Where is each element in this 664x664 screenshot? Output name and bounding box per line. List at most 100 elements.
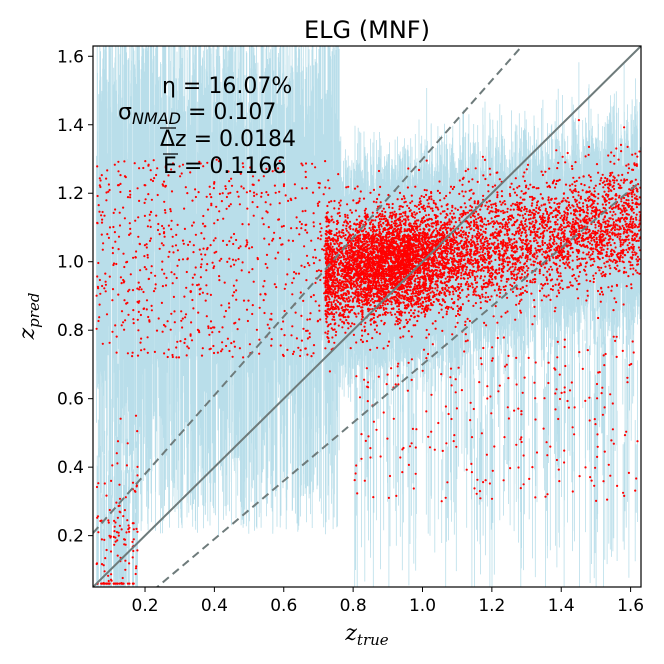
scatter-point <box>573 226 576 230</box>
scatter-point <box>557 232 560 235</box>
scatter-point <box>543 229 546 232</box>
scatter-point <box>537 249 540 252</box>
scatter-point <box>496 239 499 242</box>
scatter-point <box>432 300 435 304</box>
scatter-point <box>474 279 477 282</box>
scatter-point <box>529 213 532 216</box>
scatter-point <box>478 232 481 235</box>
scatter-point <box>468 319 471 323</box>
scatter-point <box>535 239 538 242</box>
scatter-point <box>566 196 569 200</box>
scatter-point <box>346 237 349 240</box>
scatter-point <box>459 277 463 280</box>
scatter-point <box>551 285 555 288</box>
scatter-point <box>619 241 622 244</box>
scatter-point <box>385 203 389 206</box>
scatter-point <box>483 275 486 278</box>
scatter-point <box>435 227 438 230</box>
chart-title: ELG (MNF) <box>304 16 430 44</box>
scatter-point <box>627 226 631 229</box>
scatter-point <box>592 280 595 284</box>
scatter-point <box>491 268 494 271</box>
scatter-point <box>450 272 453 275</box>
scatter-point <box>558 202 561 205</box>
scatter-point <box>560 248 563 251</box>
scatter-point <box>506 269 509 272</box>
scatter-point <box>452 227 455 230</box>
scatter-point <box>603 180 606 183</box>
scatter-point <box>390 217 393 220</box>
scatter-point <box>464 236 467 239</box>
scatter-point <box>467 283 470 286</box>
scatter-point <box>596 255 599 258</box>
scatter-point <box>507 218 510 221</box>
scatter-point <box>495 283 499 286</box>
scatter-point <box>340 236 343 239</box>
scatter-point <box>329 293 332 296</box>
scatter-point <box>636 190 639 193</box>
scatter-point <box>636 271 639 274</box>
scatter-point <box>476 234 479 237</box>
scatter-point <box>546 221 550 224</box>
scatter-point <box>625 178 629 181</box>
scatter-point <box>546 270 549 273</box>
scatter-point <box>512 188 515 191</box>
scatter-point <box>428 205 431 208</box>
scatter-point <box>545 276 548 279</box>
scatter-point <box>500 203 503 206</box>
scatter-point <box>524 235 528 238</box>
scatter-point <box>439 199 442 202</box>
scatter-point <box>616 228 619 231</box>
scatter-point <box>434 268 437 272</box>
scatter-point <box>627 163 630 166</box>
scatter-point <box>451 216 454 219</box>
scatter-point <box>511 247 514 250</box>
scatter-point <box>577 251 580 255</box>
scatter-point <box>449 240 452 243</box>
scatter-point <box>459 296 462 299</box>
scatter-point <box>488 278 491 281</box>
scatter-point <box>507 215 510 218</box>
scatter-point <box>483 158 487 161</box>
scatter-point <box>476 240 479 243</box>
scatter-point <box>577 119 581 122</box>
scatter-point <box>345 239 348 242</box>
scatter-point <box>530 204 533 207</box>
scatter-point <box>576 265 579 268</box>
scatter-point <box>531 281 534 284</box>
scatter-point <box>633 193 636 196</box>
scatter-point <box>556 270 559 274</box>
scatter-point <box>548 231 552 234</box>
scatter-point <box>499 291 502 294</box>
scatter-point <box>520 292 523 295</box>
scatter-point <box>443 246 446 250</box>
scatter-point <box>529 183 532 186</box>
scatter-point <box>578 230 581 233</box>
scatter-point <box>333 199 336 203</box>
scatter-point <box>419 228 422 231</box>
scatter-point <box>331 312 334 316</box>
scatter-point <box>522 192 525 195</box>
scatter-point <box>496 272 499 275</box>
scatter-point <box>631 234 634 238</box>
scatter-point <box>359 190 362 193</box>
scatter-point <box>346 203 349 206</box>
scatter-point <box>617 174 620 177</box>
scatter-point <box>606 219 609 222</box>
scatter-point <box>508 260 511 263</box>
scatter-point <box>441 282 444 285</box>
scatter-point <box>473 223 476 226</box>
scatter-point <box>548 205 552 209</box>
scatter-point <box>568 261 571 264</box>
scatter-point <box>502 285 505 288</box>
scatter-point <box>497 253 500 256</box>
scatter-point <box>459 262 462 265</box>
scatter-point <box>548 239 551 242</box>
scatter-point <box>571 167 574 170</box>
scatter-point <box>603 198 606 201</box>
scatter-point <box>355 202 358 205</box>
scatter-point <box>499 210 503 213</box>
scatter-point <box>566 225 569 228</box>
scatter-point <box>467 285 470 288</box>
scatter-point <box>548 167 551 170</box>
